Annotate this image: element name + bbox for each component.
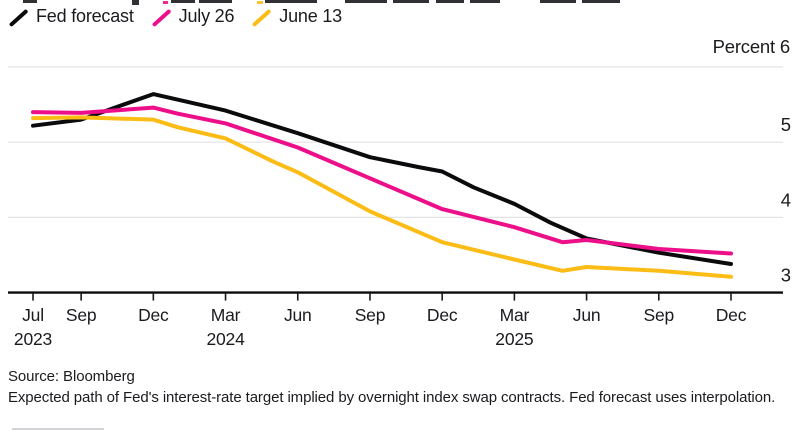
title-fragment (23, 0, 37, 3)
x-tick-label: Sep (355, 305, 386, 325)
y-axis-unit-label: Percent 6 (712, 36, 791, 57)
x-tick-label: Dec (138, 305, 169, 325)
legend-item-june-13: June 13 (251, 6, 342, 27)
x-tick-label: Jun (573, 305, 601, 325)
x-tick-label: Sep (644, 305, 675, 325)
x-year-label: 2023 (14, 329, 52, 349)
legend-label: Fed forecast (36, 6, 134, 26)
y-tick-label: 3 (781, 265, 791, 286)
series-line-july-26 (31, 105, 733, 256)
title-fragment (582, 0, 620, 3)
title-fragment (257, 1, 263, 4)
chart-footer: Source: Bloomberg Expected path of Fed's… (8, 366, 794, 408)
footnote: Expected path of Fed's interest-rate tar… (8, 389, 776, 406)
x-tick-label: Mar (211, 305, 241, 325)
y-tick-label: 4 (781, 189, 791, 210)
x-tick-label: Dec (427, 305, 458, 325)
title-fragment (470, 0, 500, 3)
x-tick-label: Dec (716, 305, 747, 325)
x-tick-label: Sep (66, 305, 97, 325)
x-year-label: 2025 (495, 329, 533, 349)
legend-item-july-26: July 26 (151, 6, 235, 27)
title-fragment (199, 0, 232, 3)
title-fragment (345, 0, 387, 3)
title-fragment (540, 0, 576, 3)
x-tick-label: Jul (22, 305, 44, 325)
title-fragment (132, 0, 139, 5)
y-tick-label: 5 (781, 114, 791, 135)
title-fragment (436, 0, 464, 3)
x-tick-label: Mar (500, 305, 530, 325)
x-year-label: 2024 (206, 329, 245, 349)
legend-label: July 26 (178, 6, 235, 26)
source-line: Source: Bloomberg (8, 368, 135, 385)
legend: Fed forecast July 26 June 13 (8, 6, 342, 27)
legend-item-fed-forecast: Fed forecast (8, 6, 134, 27)
title-fragment (265, 0, 317, 3)
cropped-bottom-fragment (12, 428, 104, 430)
title-fragment (393, 0, 429, 3)
series-line-fed-forecast (31, 92, 733, 266)
title-fragment (163, 1, 168, 4)
legend-label: June 13 (279, 6, 342, 26)
title-fragment (171, 0, 195, 3)
series-line-june-13 (31, 115, 733, 279)
x-tick-label: Jun (284, 305, 312, 325)
